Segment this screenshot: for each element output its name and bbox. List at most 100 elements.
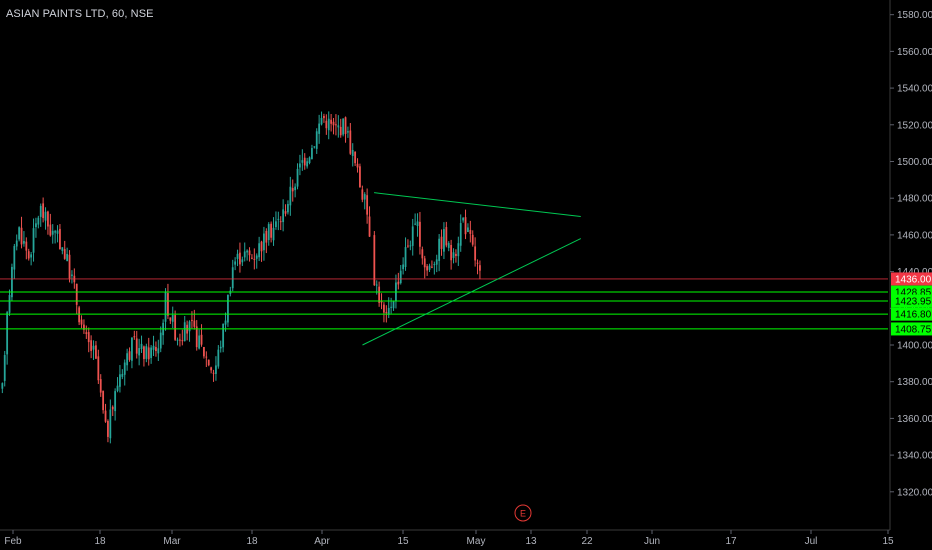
candle-body [219,346,222,349]
candle-body [284,211,287,214]
candle-body [51,230,54,235]
candle-body [423,258,426,268]
candle-body [279,221,282,223]
x-tick-label: 18 [246,536,258,547]
trend-line-lower[interactable] [362,238,581,346]
x-tick-label: 13 [525,536,537,547]
x-tick-label: 22 [581,536,593,547]
candle-body [15,240,18,247]
candle-body [222,323,225,348]
candle-body [416,221,419,226]
candle-body [457,243,460,257]
candle-body [75,283,78,305]
earnings-marker-icon[interactable] [514,504,532,522]
y-tick-label: 1480.00 [897,194,932,205]
candle-body [464,217,467,235]
level-price-tag [891,307,932,321]
candle-body [39,205,42,217]
symbol-title: ASIAN PAINTS LTD, 60, NSE [6,8,154,20]
candle-body [303,157,306,166]
trend-line-upper[interactable] [374,192,581,218]
candle-body [215,365,217,374]
candle-body [241,259,244,263]
candle-body [459,223,462,246]
candle-body [111,406,114,410]
candle-body [95,345,97,359]
candle-body [109,409,112,439]
candle-body [267,224,270,241]
earnings-marker-label: E [520,509,526,519]
candle-body [296,168,299,187]
candle-body [150,347,153,358]
candle-body [402,264,405,270]
candle-body [37,217,40,225]
candle-body [179,339,181,341]
candle-body [433,264,436,266]
candle-body [6,312,9,355]
candle-body [49,224,52,236]
level-price-label: 1408.75 [895,324,932,335]
candle-body [145,346,148,359]
candle-body [71,274,73,276]
candle-body [373,235,376,286]
candle-body [23,241,25,244]
candle-body [411,226,414,246]
candle-body [13,246,16,270]
candle-body [164,292,167,322]
candle-body [143,346,145,360]
candle-body [116,385,119,391]
candle-body [85,332,88,335]
y-tick-label: 1580.00 [897,10,932,21]
candle-body [325,120,328,129]
candle-body [203,346,205,357]
candle-body [212,372,215,374]
candle-body [291,188,294,192]
candle-body [445,227,448,246]
candle-body [368,216,371,237]
level-price-tag [891,322,932,336]
candle-body [102,390,105,411]
candle-body [191,319,193,321]
candle-body [248,250,251,256]
candle-body [318,123,321,134]
candle-body [397,281,400,285]
candle-body [258,243,261,258]
candle-body [56,230,59,234]
candle-body [169,317,172,321]
candle-body [471,234,474,245]
candle-body [440,236,443,249]
candle-body [375,284,378,286]
candle-body [311,148,313,159]
candle-body [467,227,469,232]
candle-body [107,421,109,437]
candle-body [419,221,421,247]
x-tick-label: Mar [163,536,181,547]
candle-body [438,238,441,261]
candle-body [1,383,4,389]
candle-body [251,257,253,259]
candle-body [270,223,273,238]
y-tick-label: 1520.00 [897,120,932,131]
y-tick-label: 1460.00 [897,230,932,241]
candle-body [320,117,323,125]
candle-body [224,320,227,325]
candle-body [255,255,258,259]
candle-body [20,227,23,245]
candle-body [404,247,407,267]
candle-body [61,247,64,251]
x-tick-label: Feb [4,536,22,547]
candle-body [195,326,198,348]
candle-body [32,228,35,253]
candle-body [378,286,381,303]
candle-body [313,146,316,148]
candle-body [217,349,220,367]
candle-body [8,294,11,313]
current-price-tag [891,272,932,286]
candle-body [289,186,292,206]
y-tick-label: 1320.00 [897,487,932,498]
candle-body [133,336,136,338]
x-tick-label: Jun [644,536,660,547]
candle-body [92,345,95,350]
